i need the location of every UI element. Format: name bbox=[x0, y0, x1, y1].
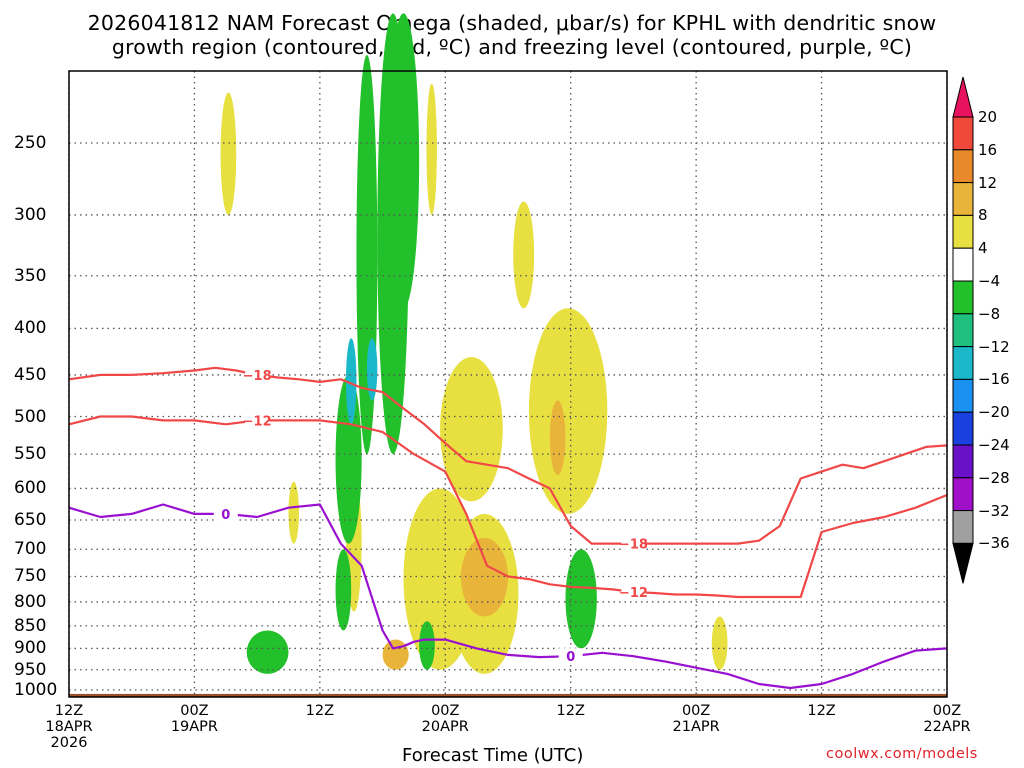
y-tick-label-900: 900 bbox=[14, 638, 47, 659]
x-tick-label-0: 12Z 18APR 2026 bbox=[45, 703, 93, 751]
y-tick-label-850: 850 bbox=[14, 615, 47, 636]
chart-title-line-2: growth region (contoured, red, ºC) and f… bbox=[111, 35, 913, 59]
contour-label-0-1: 0 bbox=[566, 650, 575, 665]
colorbar-swatch-10 bbox=[952, 411, 974, 446]
y-tick-label-300: 300 bbox=[14, 204, 47, 225]
x-tick-label-72: 12Z bbox=[807, 703, 836, 719]
colorbar-top-arrow bbox=[952, 76, 974, 118]
omega-shaded-region-0 bbox=[220, 92, 237, 215]
x-tick-label-36: 00Z 20APR bbox=[421, 703, 469, 735]
x-tick-label-60: 00Z 21APR bbox=[672, 703, 720, 735]
y-tick-label-950: 950 bbox=[14, 659, 47, 680]
x-axis-title: Forecast Time (UTC) bbox=[402, 745, 584, 766]
contour-label-1-1: −12 bbox=[619, 586, 648, 601]
omega-shaded-region-4 bbox=[528, 308, 608, 514]
colorbar-level-label-6: −8 bbox=[978, 304, 1001, 323]
colorbar-level-label-11: −28 bbox=[978, 468, 1010, 487]
colorbar-swatch-12 bbox=[952, 477, 974, 512]
colorbar-swatch-3 bbox=[952, 182, 974, 216]
colorbar-swatch-5 bbox=[952, 247, 974, 282]
contour-label-1-0: −12 bbox=[243, 414, 272, 429]
colorbar-bottom-arrow bbox=[952, 542, 974, 584]
omega-shaded-region-18 bbox=[419, 621, 435, 670]
omega-shaded-region-9 bbox=[711, 616, 728, 670]
x-tick-label-48: 12Z bbox=[556, 703, 585, 719]
y-tick-label-450: 450 bbox=[14, 364, 47, 385]
omega-shaded-region-17 bbox=[335, 549, 352, 631]
omega-shaded-region-10 bbox=[549, 400, 566, 476]
colorbar-level-label-2: 12 bbox=[978, 173, 998, 192]
colorbar-swatch-11 bbox=[952, 444, 974, 479]
colorbar-level-label-13: −36 bbox=[978, 534, 1010, 553]
contour-label-2-1: −18 bbox=[619, 538, 648, 553]
contour-label-bg-1-0 bbox=[245, 412, 270, 428]
colorbar-swatch-4 bbox=[952, 214, 974, 249]
colorbar-swatch-6 bbox=[952, 280, 974, 315]
x-tick-label-84: 00Z 22APR bbox=[923, 703, 971, 735]
colorbar-level-label-9: −20 bbox=[978, 403, 1010, 422]
contour-label-bg-0-0 bbox=[213, 505, 238, 521]
contour-label-bg-2-1 bbox=[621, 535, 646, 551]
colorbar-level-label-10: −24 bbox=[978, 436, 1010, 454]
y-tick-label-750: 750 bbox=[14, 566, 47, 587]
colorbar-swatch-8 bbox=[952, 346, 974, 380]
colorbar-swatch-7 bbox=[952, 313, 974, 348]
y-tick-label-800: 800 bbox=[14, 591, 47, 612]
omega-shaded-region-12 bbox=[382, 639, 409, 670]
y-tick-label-500: 500 bbox=[14, 406, 47, 427]
omega-shaded-region-16 bbox=[387, 13, 420, 309]
omega-shaded-region-19 bbox=[246, 630, 289, 674]
colorbar-level-label-12: −32 bbox=[978, 501, 1010, 520]
contour-label-0-0: 0 bbox=[221, 508, 230, 523]
omega-shaded-region-21 bbox=[345, 338, 357, 425]
colorbar-level-label-4: 4 bbox=[978, 239, 988, 258]
omega-shaded-region-1 bbox=[426, 83, 437, 215]
plot-frame bbox=[68, 70, 948, 698]
omega-shaded-region-2 bbox=[513, 201, 535, 309]
omega-shaded-region-11 bbox=[460, 537, 508, 617]
colorbar-level-label-7: −12 bbox=[978, 337, 1010, 356]
chart-title-line-1: 2026041812 NAM Forecast Omega (shaded, μ… bbox=[87, 11, 937, 35]
y-tick-label-350: 350 bbox=[14, 265, 47, 286]
terrain-fill bbox=[69, 693, 947, 697]
colorbar-level-label-1: 16 bbox=[978, 140, 998, 159]
colorbar-level-label-3: 8 bbox=[978, 206, 988, 225]
colorbar-level-label-5: −4 bbox=[978, 272, 1001, 290]
colorbar-swatch-13 bbox=[952, 510, 974, 544]
omega-shaded-region-22 bbox=[366, 338, 378, 401]
contour-label-2-0: −18 bbox=[243, 369, 272, 384]
y-tick-label-1000: 1000 bbox=[14, 680, 58, 700]
y-tick-label-600: 600 bbox=[14, 478, 47, 499]
colorbar-swatch-9 bbox=[952, 378, 974, 413]
y-tick-label-400: 400 bbox=[14, 318, 47, 339]
colorbar-swatch-2 bbox=[952, 149, 974, 184]
y-tick-label-550: 550 bbox=[14, 444, 47, 465]
x-tick-label-12: 00Z 19APR bbox=[170, 703, 219, 735]
x-tick-label-24: 12Z bbox=[305, 703, 335, 719]
colorbar-level-label-8: −16 bbox=[978, 370, 1010, 389]
colorbar-swatch-1 bbox=[952, 116, 974, 151]
contour-label-bg-1-1 bbox=[621, 583, 646, 599]
contour-label-bg-0-1 bbox=[558, 648, 583, 664]
y-tick-label-700: 700 bbox=[14, 539, 47, 560]
colorbar-level-label-0: 20 bbox=[978, 108, 998, 126]
y-tick-label-250: 250 bbox=[14, 133, 47, 153]
omega-shaded-region-8 bbox=[288, 481, 299, 544]
site-credit: coolwx.com/models bbox=[826, 746, 978, 762]
contour-label-bg-2-0 bbox=[245, 366, 270, 382]
omega-shaded-region-20 bbox=[565, 549, 597, 649]
y-tick-label-650: 650 bbox=[14, 510, 47, 531]
